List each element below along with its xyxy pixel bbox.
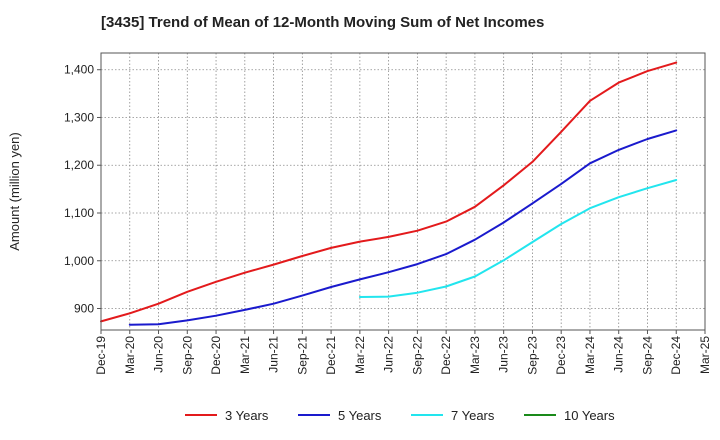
x-tick-label: Dec-22 [439,336,453,375]
x-tick-label: Dec-20 [209,336,223,375]
legend-label: 3 Years [225,408,269,423]
plot-area [101,53,705,330]
x-tick-label: Dec-24 [669,336,683,375]
y-tick-label: 1,100 [64,206,94,220]
x-tick-label: Mar-20 [123,336,137,374]
y-tick-label: 900 [74,302,94,316]
legend-label: 5 Years [338,408,382,423]
x-tick-label: Jun-22 [382,336,396,373]
y-axis-title: Amount (million yen) [7,132,22,251]
axes [100,52,706,331]
x-tick-label: Dec-21 [324,336,338,375]
y-tick-label: 1,300 [64,110,94,124]
x-tick-label: Sep-20 [180,336,194,375]
series-line-3-years [100,61,678,323]
x-tick-label: Dec-19 [94,336,108,375]
x-tick-label: Mar-23 [468,336,482,374]
x-tick-label: Jun-20 [152,336,166,373]
legend-label: 10 Years [564,408,615,423]
series-line-5-years [128,129,678,326]
y-axis-title-group: Amount (million yen) [7,132,22,251]
y-tick-label: 1,000 [64,254,94,268]
x-tick-labels: Dec-19 Mar-20 Jun-20 Sep-20 Dec-20 Mar-21 Jun-… [94,330,712,375]
x-tick-label: Mar-24 [583,336,597,374]
x-tick-label: Jun-24 [612,336,626,373]
x-tick-label: Mar-25 [698,336,712,374]
x-tick-label: Sep-22 [410,336,424,375]
legend: 3 Years 5 Years 7 Years 10 Years [185,408,615,423]
x-tick-label: Jun-23 [497,336,511,373]
legend-item: 5 Years [298,408,382,423]
series-lines [100,61,678,326]
x-tick-label: Sep-23 [525,336,539,375]
x-tick-label: Mar-22 [353,336,367,374]
chart-title: [3435] Trend of Mean of 12-Month Moving … [101,14,545,31]
y-tick-label: 1,400 [64,63,94,77]
x-tick-label: Mar-21 [238,336,252,374]
legend-item: 7 Years [411,408,495,423]
plot-frame [100,52,706,331]
series-line-7-years [358,179,678,298]
x-tick-label: Sep-21 [295,336,309,375]
legend-item: 3 Years [185,408,269,423]
y-tick-label: 1,200 [64,158,94,172]
plot-background [101,53,705,330]
legend-item: 10 Years [524,408,615,423]
x-tick-label: Jun-21 [267,336,281,373]
grid-lines [100,53,706,330]
x-tick-label: Dec-23 [554,336,568,375]
y-tick-labels: 900 1,000 1,100 1,200 1,300 1,400 [64,63,101,316]
x-tick-label: Sep-24 [640,336,654,375]
legend-label: 7 Years [451,408,495,423]
